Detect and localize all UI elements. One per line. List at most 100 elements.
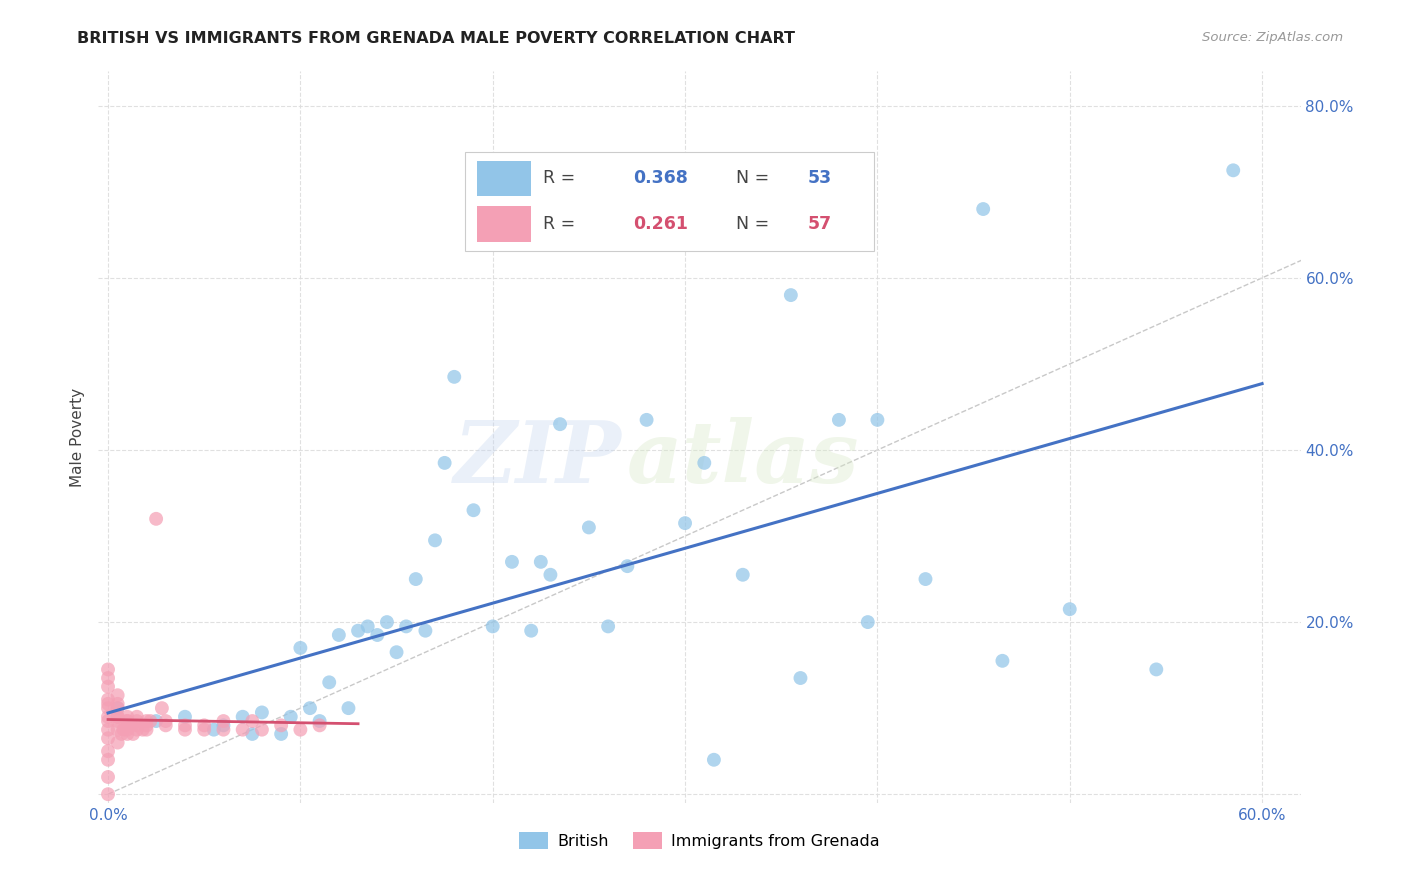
Point xyxy=(298,701,321,715)
Text: R =: R = xyxy=(543,169,581,187)
Point xyxy=(107,710,129,724)
Point xyxy=(107,701,129,715)
Point xyxy=(125,718,148,732)
Point xyxy=(145,512,167,526)
Point xyxy=(97,662,120,676)
Point xyxy=(97,697,120,711)
Point xyxy=(530,555,553,569)
Point xyxy=(97,714,120,728)
Y-axis label: Male Poverty: Male Poverty xyxy=(70,387,86,487)
Point xyxy=(212,723,235,737)
Legend: British, Immigrants from Grenada: British, Immigrants from Grenada xyxy=(512,824,887,857)
Point xyxy=(308,718,330,732)
Point xyxy=(673,516,696,530)
Text: 0.368: 0.368 xyxy=(633,169,689,187)
Point xyxy=(347,624,370,638)
Point xyxy=(97,744,120,758)
Point xyxy=(308,714,330,728)
Point xyxy=(107,701,129,715)
Point xyxy=(117,710,139,724)
Point xyxy=(212,714,235,728)
Point xyxy=(405,572,427,586)
Point xyxy=(240,714,263,728)
Point xyxy=(318,675,340,690)
Point xyxy=(117,723,139,737)
Point xyxy=(174,718,197,732)
Point xyxy=(135,718,157,732)
Text: Source: ZipAtlas.com: Source: ZipAtlas.com xyxy=(1202,31,1343,45)
Text: atlas: atlas xyxy=(627,417,860,500)
FancyBboxPatch shape xyxy=(465,152,873,251)
Point xyxy=(174,710,197,724)
Point xyxy=(120,718,142,732)
Point xyxy=(357,619,380,633)
Point xyxy=(97,753,120,767)
Point xyxy=(538,567,561,582)
Point xyxy=(616,559,638,574)
Point xyxy=(520,624,543,638)
Text: 0.261: 0.261 xyxy=(633,215,689,233)
Text: 53: 53 xyxy=(807,169,832,187)
Point xyxy=(856,615,879,629)
Point xyxy=(385,645,408,659)
Point xyxy=(463,503,485,517)
Point xyxy=(250,723,273,737)
Point xyxy=(135,714,157,728)
Point xyxy=(280,710,302,724)
Point xyxy=(174,723,197,737)
Point xyxy=(501,555,523,569)
Point xyxy=(107,688,129,702)
Point xyxy=(97,680,120,694)
Text: 57: 57 xyxy=(807,215,832,233)
Point xyxy=(97,731,120,746)
Point xyxy=(117,727,139,741)
Point xyxy=(240,727,263,741)
Point xyxy=(155,718,177,732)
Point xyxy=(636,413,658,427)
Point xyxy=(107,697,129,711)
Point xyxy=(125,714,148,728)
Point xyxy=(112,723,135,737)
Point xyxy=(193,723,215,737)
Point xyxy=(578,520,600,534)
Point xyxy=(97,692,120,706)
Point xyxy=(125,710,148,724)
Point xyxy=(375,615,398,629)
Point xyxy=(270,727,292,741)
Point xyxy=(125,723,148,737)
Point xyxy=(97,787,120,801)
Point xyxy=(117,714,139,728)
Point xyxy=(97,770,120,784)
Point xyxy=(703,753,725,767)
Point xyxy=(145,714,167,728)
Point xyxy=(481,619,503,633)
Point xyxy=(693,456,716,470)
Point xyxy=(131,723,153,737)
Point xyxy=(250,706,273,720)
Point xyxy=(991,654,1014,668)
Point xyxy=(107,735,129,749)
Text: BRITISH VS IMMIGRANTS FROM GRENADA MALE POVERTY CORRELATION CHART: BRITISH VS IMMIGRANTS FROM GRENADA MALE … xyxy=(77,31,796,46)
Point xyxy=(139,714,162,728)
Point xyxy=(433,456,456,470)
Point xyxy=(107,710,129,724)
Point xyxy=(122,727,145,741)
Point xyxy=(212,718,235,732)
Point xyxy=(548,417,571,432)
Point xyxy=(107,714,129,728)
Point xyxy=(779,288,801,302)
Point xyxy=(150,701,173,715)
Point xyxy=(97,701,120,715)
Point xyxy=(270,718,292,732)
Point xyxy=(135,723,157,737)
Text: R =: R = xyxy=(543,215,581,233)
Text: N =: N = xyxy=(735,215,775,233)
Point xyxy=(443,369,465,384)
Text: N =: N = xyxy=(735,169,775,187)
Point xyxy=(232,710,254,724)
Point xyxy=(1222,163,1244,178)
Point xyxy=(1059,602,1081,616)
Point xyxy=(290,723,312,737)
Point xyxy=(598,619,620,633)
Point xyxy=(193,718,215,732)
